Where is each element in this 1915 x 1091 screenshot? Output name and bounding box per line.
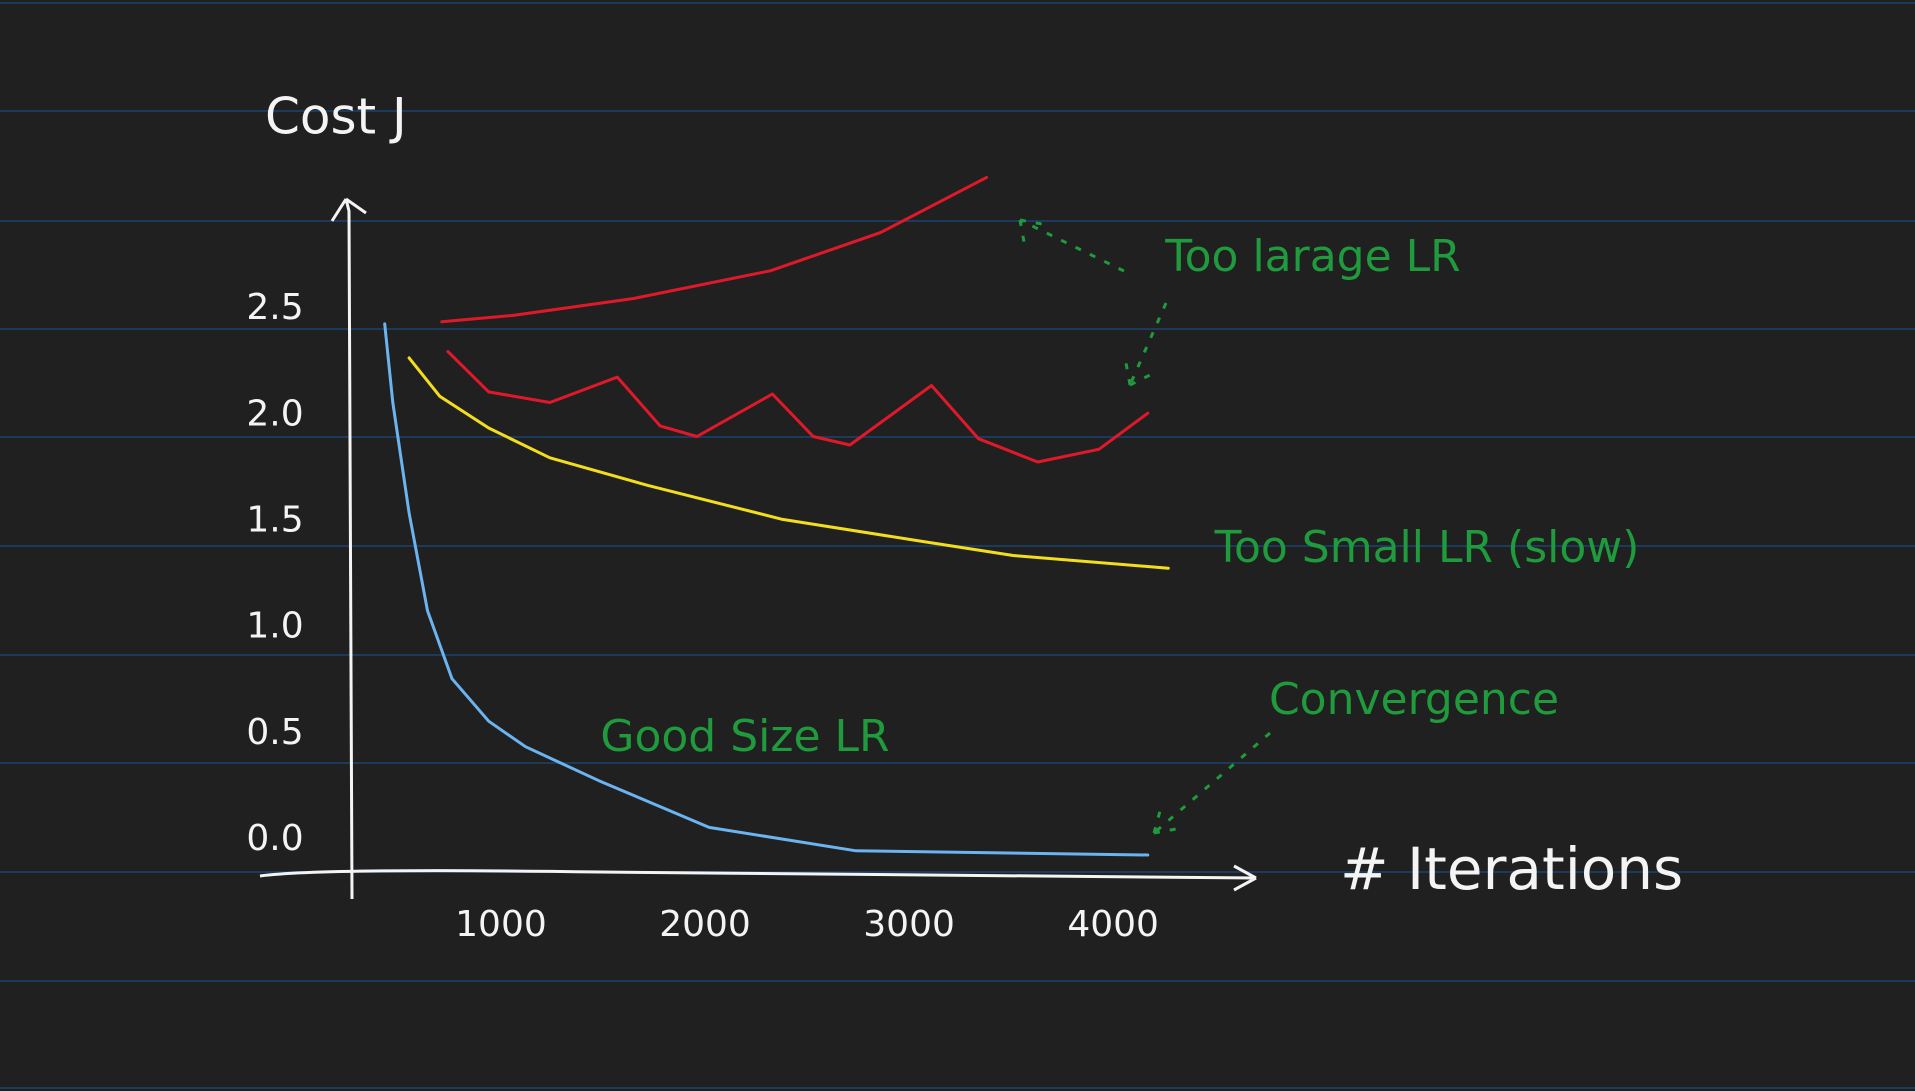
y-tick-label: 2.0 xyxy=(246,393,303,434)
y-axis-label: Cost J xyxy=(265,88,407,146)
x-tick-label: 3000 xyxy=(863,904,955,945)
x-tick-label: 2000 xyxy=(659,904,751,945)
y-axis xyxy=(330,197,367,900)
series-label: Too Small LR (slow) xyxy=(1214,522,1640,573)
series-line xyxy=(446,350,1150,464)
y-tick-label: 0.0 xyxy=(246,818,303,859)
series-label: Good Size LR xyxy=(600,711,889,762)
annotation: Convergence xyxy=(1269,674,1559,725)
y-tick-label: 1.0 xyxy=(246,606,303,647)
x-axis xyxy=(259,864,1257,892)
annotation-arrows xyxy=(1018,218,1271,835)
series-line xyxy=(383,322,1150,857)
series-line xyxy=(440,175,989,324)
x-axis-label: # Iterations xyxy=(1340,835,1683,903)
y-tick-label: 2.5 xyxy=(246,287,303,328)
series-line xyxy=(407,356,1170,570)
series-label: Too larage LR xyxy=(1164,231,1461,282)
x-tick-label: 4000 xyxy=(1067,904,1159,945)
x-tick-label: 1000 xyxy=(455,904,547,945)
y-tick-label: 1.5 xyxy=(246,500,303,541)
y-tick-label: 0.5 xyxy=(246,712,303,753)
